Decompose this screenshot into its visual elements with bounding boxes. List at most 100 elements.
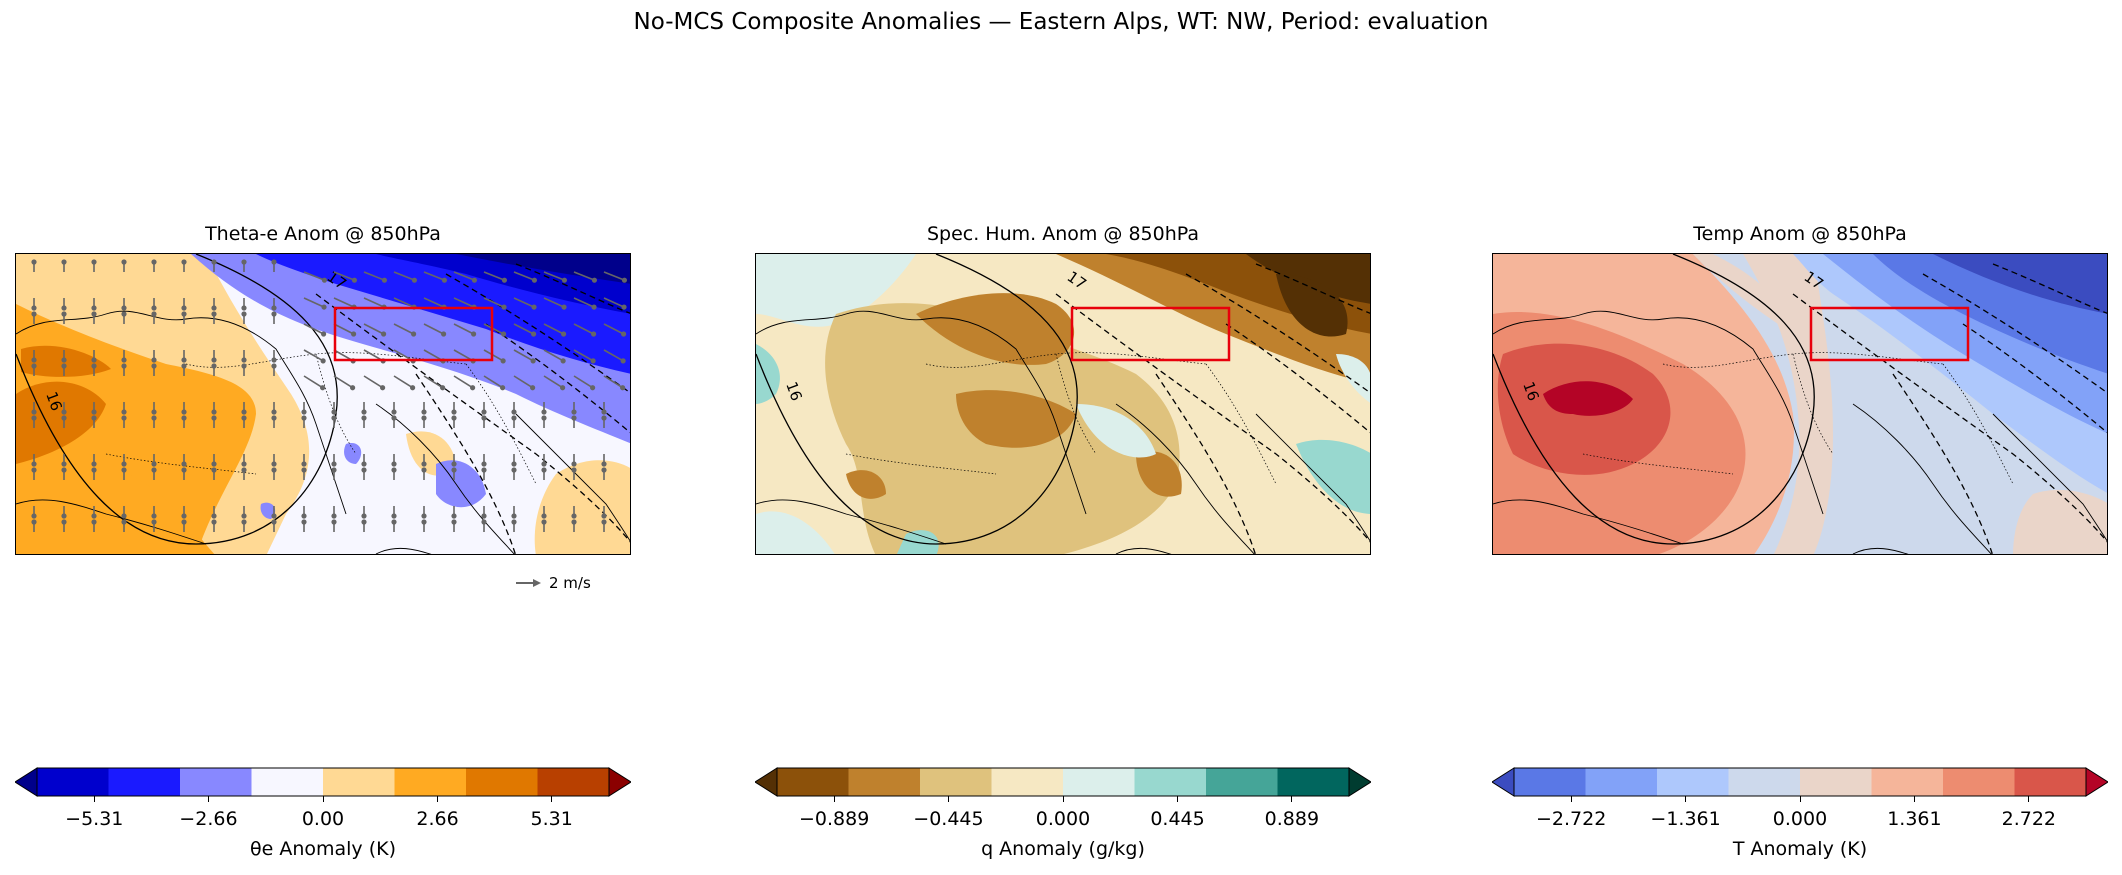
wind-arrow-head xyxy=(241,357,247,363)
wind-arrow-head xyxy=(91,467,97,473)
wind-arrow-head xyxy=(121,513,127,519)
wind-arrow-head xyxy=(601,409,607,415)
wind-arrow-head xyxy=(511,415,517,421)
wind-arrow-head xyxy=(361,519,367,525)
wind-arrow-head xyxy=(530,385,536,391)
wind-arrow-head xyxy=(320,358,326,364)
wind-arrow-head xyxy=(621,304,627,310)
target-region-box xyxy=(1070,306,1231,362)
wind-arrow-head xyxy=(590,385,596,391)
wind-arrow xyxy=(483,297,505,308)
wind-arrow-head xyxy=(411,331,417,337)
wind-arrow-head xyxy=(61,513,67,519)
wind-arrow xyxy=(303,271,325,281)
wind-arrow-head xyxy=(181,513,187,519)
wind-arrow xyxy=(393,271,415,281)
colorbar-tick xyxy=(551,796,553,802)
wind-arrow xyxy=(573,375,594,389)
colorbar-tick-label: −0.445 xyxy=(913,808,984,830)
colorbar-extend-max xyxy=(2085,767,2108,797)
wind-arrow-head xyxy=(91,363,97,369)
wind-arrow-head xyxy=(331,415,337,421)
wind-arrow-head xyxy=(541,519,547,525)
wind-arrow xyxy=(333,271,355,281)
colorbar-extend-min xyxy=(15,767,38,797)
wind-arrow-head xyxy=(31,519,37,525)
colorbar-segment xyxy=(1943,768,2015,796)
colorbar-tick-label: 0.00 xyxy=(301,808,345,830)
wind-arrow-head xyxy=(321,331,327,337)
wind-arrow-head xyxy=(271,259,277,265)
wind-arrow xyxy=(303,375,324,389)
wind-arrow-head xyxy=(151,259,157,265)
map-spec-hum: 16 17 xyxy=(755,253,1371,555)
colorbar-tick-label: 0.000 xyxy=(1772,808,1828,830)
wind-arrow-head xyxy=(151,311,157,317)
wind-arrow-head xyxy=(241,311,247,317)
colorbar-segment xyxy=(848,768,921,796)
wind-arrow-head xyxy=(380,385,386,391)
wind-arrow xyxy=(513,271,535,281)
colorbar-tick-label: 0.889 xyxy=(1264,808,1320,830)
wind-arrow-head xyxy=(211,409,217,415)
wind-arrow-head xyxy=(331,519,337,525)
colorbar-tick-label: 2.722 xyxy=(2001,808,2057,830)
colorbar-tick-label: 5.31 xyxy=(530,808,573,830)
wind-arrow-head xyxy=(500,385,506,391)
wind-arrow-head xyxy=(211,467,217,473)
wind-arrow xyxy=(543,297,565,308)
wind-arrow xyxy=(513,349,534,362)
wind-arrow-head xyxy=(271,513,277,519)
wind-arrow-head xyxy=(601,467,607,473)
colorbar-tick-label: −2.66 xyxy=(179,808,238,830)
wind-arrow-head xyxy=(211,311,217,317)
colorbar-tick-label: −0.889 xyxy=(798,808,870,830)
wind-arrow-head xyxy=(391,409,397,415)
colorbar-tick-label: −5.31 xyxy=(65,808,124,830)
wind-arrow xyxy=(393,323,414,335)
wind-arrow-head xyxy=(421,467,427,473)
colorbar-segment xyxy=(1514,768,1586,796)
wind-arrow-head xyxy=(211,357,217,363)
wind-arrow-head xyxy=(441,331,447,337)
colorbar-segment xyxy=(920,768,992,796)
wind-arrow-head xyxy=(211,461,217,467)
wind-arrow-head xyxy=(271,409,277,415)
wind-arrow xyxy=(603,375,624,389)
colorbar-extend-max xyxy=(1348,767,1371,797)
wind-arrow-head xyxy=(91,519,97,525)
wind-arrow-head xyxy=(241,363,247,369)
wind-arrow-head xyxy=(211,519,217,525)
wind-arrow-head xyxy=(481,513,487,519)
map-theta-e: 16 17 xyxy=(15,253,631,555)
map-temp: 16 17 xyxy=(1492,253,2108,555)
wind-arrow-head xyxy=(451,461,457,467)
wind-arrow xyxy=(483,349,504,362)
wind-arrow-head xyxy=(571,461,577,467)
colorbar-tick xyxy=(1062,796,1064,802)
colorbar-label-spec-hum: q Anomaly (g/kg) xyxy=(981,838,1145,860)
wind-arrow-head xyxy=(61,357,67,363)
wind-arrow-head xyxy=(181,519,187,525)
wind-arrow-head xyxy=(511,467,517,473)
wind-arrow-head xyxy=(151,409,157,415)
wind-arrow-head xyxy=(121,409,127,415)
wind-arrow-head xyxy=(31,513,37,519)
wind-arrow-head xyxy=(301,461,307,467)
colorbar-tick xyxy=(322,796,324,802)
wind-arrow-head xyxy=(591,277,598,283)
wind-arrow-head xyxy=(91,305,97,311)
wind-arrow xyxy=(483,271,505,281)
wind-arrow-head xyxy=(61,519,67,525)
wind-arrow xyxy=(333,375,354,389)
wind-arrow-head xyxy=(601,415,607,421)
wind-arrow-head xyxy=(481,467,487,473)
colorbar-segment xyxy=(1277,768,1350,796)
wind-arrow-head xyxy=(121,305,127,311)
wind-arrow-head xyxy=(241,467,247,473)
wind-arrow-head xyxy=(561,304,567,310)
quiver-key-label: 2 m/s xyxy=(549,574,591,592)
colorbar-segment xyxy=(323,768,395,796)
wind-arrow-head xyxy=(91,357,97,363)
wind-arrow xyxy=(363,323,384,335)
